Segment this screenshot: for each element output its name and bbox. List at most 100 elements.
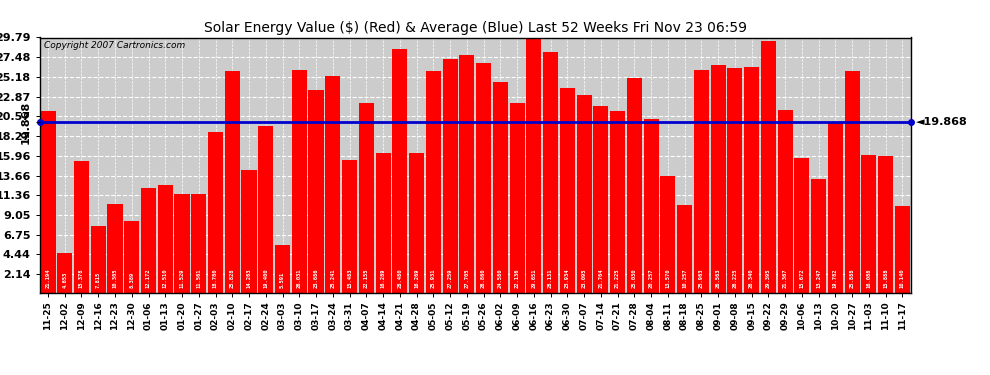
Text: 25.241: 25.241 xyxy=(331,269,336,288)
Bar xyxy=(41,111,55,292)
Bar xyxy=(242,170,256,292)
Text: 16.269: 16.269 xyxy=(414,269,419,288)
Text: 21.225: 21.225 xyxy=(615,269,620,288)
Bar xyxy=(861,155,876,292)
Text: 15.888: 15.888 xyxy=(883,269,888,288)
Text: 20.257: 20.257 xyxy=(648,269,653,288)
Bar xyxy=(811,179,827,292)
Text: 8.389: 8.389 xyxy=(130,272,135,288)
Bar xyxy=(208,132,223,292)
Bar xyxy=(141,188,156,292)
Text: 12.510: 12.510 xyxy=(162,269,167,288)
Bar xyxy=(275,244,290,292)
Bar xyxy=(476,63,491,292)
Text: 25.828: 25.828 xyxy=(230,269,235,288)
Bar xyxy=(309,90,324,292)
Bar xyxy=(57,253,72,292)
Bar xyxy=(392,49,407,292)
Title: Solar Energy Value ($) (Red) & Average (Blue) Last 52 Weeks Fri Nov 23 06:59: Solar Energy Value ($) (Red) & Average (… xyxy=(204,21,746,35)
Bar xyxy=(225,71,240,292)
Bar xyxy=(644,119,658,292)
Bar xyxy=(375,153,391,292)
Text: 26.563: 26.563 xyxy=(716,269,721,288)
Bar xyxy=(510,103,525,292)
Bar xyxy=(459,56,474,292)
Bar xyxy=(610,111,625,292)
Text: 23.934: 23.934 xyxy=(565,269,570,288)
Bar xyxy=(174,194,189,292)
Bar xyxy=(576,95,592,292)
Text: 29.395: 29.395 xyxy=(766,269,771,288)
Text: 24.580: 24.580 xyxy=(498,269,503,288)
Text: 25.931: 25.931 xyxy=(431,269,436,288)
Text: 7.815: 7.815 xyxy=(96,272,101,288)
Text: 13.247: 13.247 xyxy=(816,269,821,288)
Text: 5.591: 5.591 xyxy=(280,272,285,288)
Text: 16.289: 16.289 xyxy=(380,269,385,288)
Text: 26.860: 26.860 xyxy=(481,269,486,288)
Text: 15.378: 15.378 xyxy=(79,269,84,288)
Bar xyxy=(358,103,374,292)
Bar xyxy=(527,39,542,292)
Text: 21.194: 21.194 xyxy=(46,269,50,288)
Bar xyxy=(544,52,558,292)
Bar xyxy=(74,161,89,292)
Bar xyxy=(711,65,726,292)
Bar xyxy=(627,78,642,292)
Text: 23.095: 23.095 xyxy=(581,269,587,288)
Bar xyxy=(794,158,810,292)
Text: 23.686: 23.686 xyxy=(314,269,319,288)
Text: 15.672: 15.672 xyxy=(799,269,805,288)
Text: 27.259: 27.259 xyxy=(447,269,452,288)
Bar xyxy=(878,156,893,292)
Text: 10.257: 10.257 xyxy=(682,269,687,288)
Text: 27.705: 27.705 xyxy=(464,269,469,288)
Text: 10.305: 10.305 xyxy=(113,269,118,288)
Text: 14.263: 14.263 xyxy=(247,269,251,288)
Text: 15.483: 15.483 xyxy=(347,269,352,288)
Bar xyxy=(258,126,273,292)
Bar xyxy=(443,59,457,292)
Text: 11.561: 11.561 xyxy=(196,269,201,288)
Bar xyxy=(426,70,441,292)
Text: 13.570: 13.570 xyxy=(665,269,670,288)
Text: 4.653: 4.653 xyxy=(62,272,67,288)
Bar xyxy=(157,185,173,292)
Text: 21.764: 21.764 xyxy=(598,269,603,288)
Text: 22.136: 22.136 xyxy=(515,269,520,288)
Text: 25.030: 25.030 xyxy=(632,269,637,288)
Bar xyxy=(895,206,910,292)
Text: 29.651: 29.651 xyxy=(532,269,537,288)
Text: 28.480: 28.480 xyxy=(397,269,402,288)
Text: 25.888: 25.888 xyxy=(849,269,854,288)
Bar xyxy=(677,205,692,292)
Bar xyxy=(844,71,859,292)
Text: Copyright 2007 Cartronics.com: Copyright 2007 Cartronics.com xyxy=(44,41,185,50)
Text: 12.172: 12.172 xyxy=(146,269,151,288)
Bar xyxy=(124,221,140,292)
Text: 19.782: 19.782 xyxy=(833,269,838,288)
Bar xyxy=(108,204,123,292)
Text: 26.225: 26.225 xyxy=(733,269,738,288)
Bar xyxy=(409,153,424,292)
Text: 11.529: 11.529 xyxy=(179,269,184,288)
Text: 28.131: 28.131 xyxy=(548,269,553,288)
Bar xyxy=(728,68,742,292)
Bar xyxy=(744,67,759,292)
Bar xyxy=(342,160,357,292)
Bar xyxy=(559,88,575,292)
Text: 22.155: 22.155 xyxy=(363,269,369,288)
Bar xyxy=(593,106,609,292)
Text: 16.088: 16.088 xyxy=(866,269,871,288)
Text: 26.031: 26.031 xyxy=(297,269,302,288)
Text: 18.780: 18.780 xyxy=(213,269,218,288)
Bar xyxy=(493,82,508,292)
Bar xyxy=(761,41,776,292)
Bar xyxy=(828,123,842,292)
Bar xyxy=(660,176,675,292)
Bar xyxy=(191,194,206,292)
Bar xyxy=(91,226,106,292)
Text: 10.140: 10.140 xyxy=(900,269,905,288)
Bar xyxy=(777,110,793,292)
Text: 25.963: 25.963 xyxy=(699,269,704,288)
